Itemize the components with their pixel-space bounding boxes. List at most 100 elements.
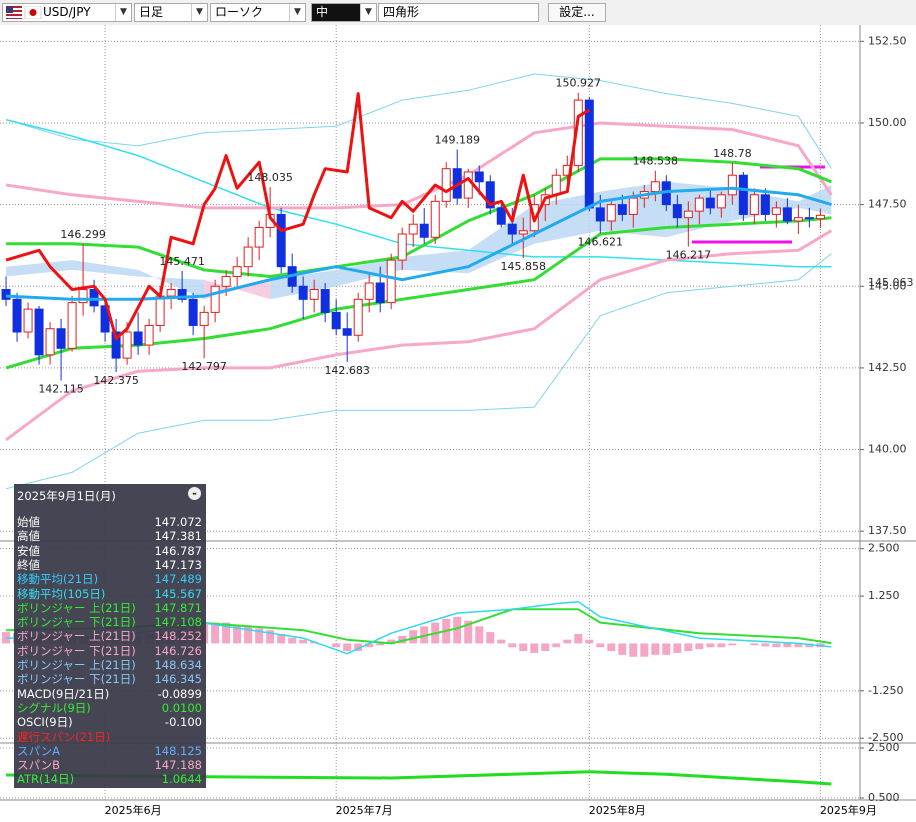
price-annotation: 142.683 <box>324 364 370 377</box>
indicator-line <box>6 601 832 655</box>
info-label: シグナル(9日) <box>17 700 91 715</box>
cloud <box>468 204 535 274</box>
histogram-bar <box>574 633 583 644</box>
indicator-line <box>5 253 832 490</box>
price-annotation: 150.927 <box>556 77 602 90</box>
price-annotation: 148.035 <box>247 171 293 184</box>
indicator-line <box>6 186 832 301</box>
x-tick-label: 2025年9月 <box>820 803 877 817</box>
histogram-bar <box>2 632 11 644</box>
histogram-bar <box>563 639 572 644</box>
info-row: ボリンジャー 下(21日) 146.345 <box>17 672 202 686</box>
symbol-select[interactable]: USD/JPY ▼ <box>2 3 132 22</box>
histogram-bar <box>266 630 275 644</box>
candle-body <box>353 298 363 336</box>
histogram-bar <box>453 616 462 644</box>
histogram-bar <box>794 643 803 648</box>
info-row: 移動平均(105日) 145.567 <box>17 587 202 601</box>
info-row: MACD(9日/21日) -0.0899 <box>17 687 202 701</box>
info-title: 2025年9月1日(月) <box>17 489 116 503</box>
candle-body <box>782 207 792 222</box>
price-annotation: 146.299 <box>60 228 106 241</box>
info-value: 147.188 <box>154 758 202 773</box>
histogram-bar <box>607 643 616 652</box>
candle-body <box>419 223 429 238</box>
candle-body <box>342 328 352 336</box>
info-row: スパンB 147.188 <box>17 758 202 772</box>
candle-body <box>573 99 583 166</box>
candle-body <box>254 226 264 248</box>
indicator-line <box>5 121 833 210</box>
histogram-bar <box>541 643 550 652</box>
candle-body <box>111 331 121 359</box>
candle-body <box>188 298 198 326</box>
candle-body <box>331 311 341 330</box>
candle-body <box>749 194 759 215</box>
price-annotation: 142.797 <box>181 360 227 373</box>
candle-body <box>793 217 803 222</box>
candle-body <box>133 331 143 346</box>
info-value: 148.252 <box>154 629 202 644</box>
size: 中 <box>316 5 329 19</box>
histogram-bar <box>299 639 308 644</box>
histogram-bar <box>772 643 781 648</box>
candle-body <box>430 200 440 238</box>
candle-body <box>441 168 451 202</box>
candle-body <box>34 308 44 356</box>
candle-body <box>243 246 253 268</box>
histogram-bar <box>662 643 671 655</box>
candle-body <box>771 207 781 215</box>
candle-body <box>12 298 22 333</box>
candle-body <box>474 171 484 183</box>
price-annotation: 146.217 <box>666 249 712 262</box>
histogram-bar <box>222 622 231 644</box>
info-value: 148.125 <box>154 743 202 758</box>
histogram-bar <box>783 643 792 648</box>
cloud <box>336 256 403 287</box>
histogram-bar <box>343 643 352 652</box>
histogram-bar <box>475 626 484 644</box>
candle-body <box>364 282 374 300</box>
candle-body <box>463 171 473 199</box>
info-row: ATR(14日) 1.0644 <box>17 772 202 786</box>
candle-body <box>397 233 407 261</box>
cloud <box>6 260 73 277</box>
candle-body <box>705 197 715 209</box>
candle-body <box>727 174 737 196</box>
histogram-bar <box>497 639 506 644</box>
candle-body <box>210 285 220 313</box>
histogram-bar <box>684 643 693 652</box>
info-row: 安値 146.787 <box>17 544 202 558</box>
info-row: ボリンジャー 下(21日) 147.108 <box>17 615 202 629</box>
info-row: スパンA 148.125 <box>17 744 202 758</box>
collapse-button[interactable]: - <box>188 487 201 500</box>
y-tick-label: 147.50 <box>868 198 907 211</box>
settings-button[interactable]: 設定... <box>548 3 606 22</box>
period-select[interactable]: 日足 ▼ <box>134 3 208 22</box>
drawing-select[interactable]: 四角形 <box>378 3 539 22</box>
info-value: -0.0899 <box>157 686 202 701</box>
chart-type-select[interactable]: ローソク ▼ <box>210 3 306 22</box>
period: 日足 <box>139 5 164 19</box>
candle-body <box>276 213 286 268</box>
cloud <box>72 260 139 277</box>
info-value: -0.100 <box>164 715 202 730</box>
histogram-bar <box>244 626 253 644</box>
info-row: ボリンジャー 上(21日) 148.252 <box>17 629 202 643</box>
chart-type: ローソク <box>215 5 264 19</box>
price-annotation: 145.858 <box>501 260 547 273</box>
y-tick-label: 2.500 <box>868 542 900 555</box>
info-value: 145.567 <box>154 586 202 601</box>
price-marker: 145.063 <box>868 276 914 289</box>
info-value: 147.489 <box>154 572 202 587</box>
info-row: 始値 147.072 <box>17 515 202 529</box>
candle-body <box>56 328 66 349</box>
y-tick-label: -2.500 <box>868 731 903 744</box>
histogram-bar <box>717 643 726 648</box>
candle-body <box>804 217 814 220</box>
info-panel: 2025年9月1日(月) - 始値 147.072 高値 147.381 安値 146.7… <box>14 484 206 788</box>
histogram-bar <box>618 643 627 655</box>
histogram-bar <box>530 643 539 653</box>
size-select[interactable]: 中 ▼ <box>311 3 377 22</box>
